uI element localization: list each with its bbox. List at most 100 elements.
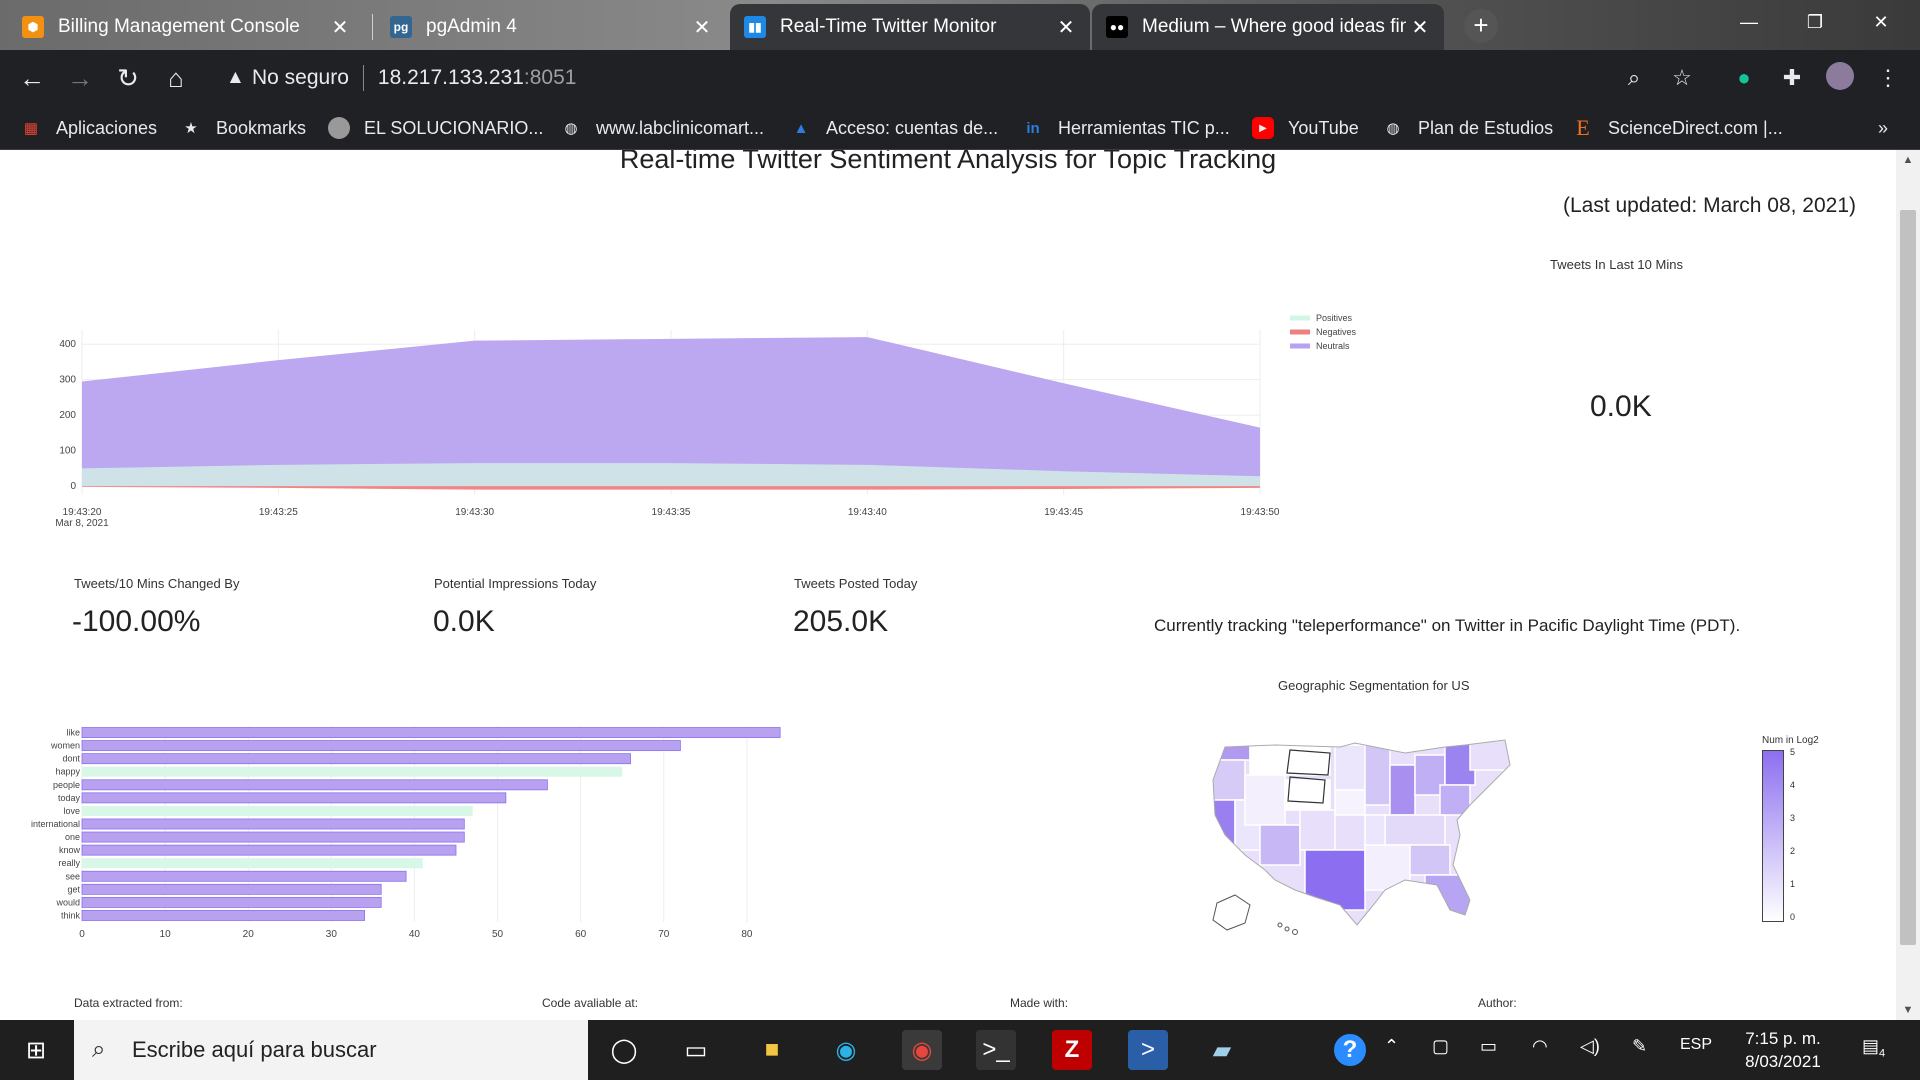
series-area-neutrals [82, 337, 1260, 487]
bookmark-plan-estudios[interactable]: ◍ Plan de Estudios [1382, 114, 1553, 142]
close-icon[interactable]: ✕ [693, 16, 711, 39]
notebook-app-icon[interactable]: ▰ [1212, 1036, 1232, 1064]
category-label: like [66, 728, 80, 738]
x-tick-label: 40 [409, 929, 421, 940]
taskbar-search[interactable]: ⌕ Escribe aquí para buscar [74, 1020, 588, 1080]
x-tick-label: 19:43:45 [1044, 507, 1083, 518]
tab-pgadmin[interactable]: pg pgAdmin 4 ✕ [376, 4, 726, 50]
legend-label: Negatives [1316, 327, 1357, 337]
sentiment-area-chart: 0 100 200 300 400 19:43:20 19:43:25 19:43:30 19:… [55, 313, 1357, 529]
address-bar[interactable]: ▲ No seguro 18.217.133.231:8051 [214, 56, 1644, 100]
category-label: see [65, 871, 80, 881]
zoom-icon[interactable]: ⌕ [1627, 65, 1641, 90]
bookmark-label: ScienceDirect.com |... [1608, 117, 1783, 138]
bar [81, 910, 365, 921]
bar [81, 779, 548, 791]
chrome-icon[interactable]: ◉ [902, 1030, 942, 1070]
last-updated: (Last updated: March 08, 2021) [1562, 194, 1856, 217]
restore-icon[interactable]: ❐ [1806, 12, 1824, 32]
scroll-up-icon[interactable]: ▲ [1902, 154, 1914, 166]
y-tick-label: 0 [70, 481, 76, 492]
colorbar-tick: 0 [1790, 912, 1796, 922]
new-tab-button[interactable]: + [1464, 9, 1498, 43]
tab-medium[interactable]: ●● Medium – Where good ideas find ✕ [1092, 4, 1444, 50]
close-icon[interactable]: ✕ [331, 16, 349, 39]
profile-avatar-icon[interactable] [1824, 62, 1856, 94]
language-indicator[interactable]: ESP [1680, 1036, 1713, 1053]
category-label: love [63, 806, 80, 816]
colorbar-title: Num in Log2 [1762, 735, 1819, 746]
bookmark-acceso[interactable]: ▲ Acceso: cuentas de... [790, 114, 999, 142]
x-date-label: Mar 8, 2021 [55, 518, 109, 529]
posted-value: 205.0K [793, 605, 889, 638]
series-area-negatives [82, 486, 1260, 490]
address-port: :8051 [523, 66, 577, 89]
bookmarks-more-icon[interactable]: » [1878, 117, 1889, 138]
colorbar-tick: 1 [1790, 879, 1796, 889]
windows-start-icon[interactable]: ⊞ [25, 1036, 47, 1064]
bookmark-apps[interactable]: ▦ Aplicaciones [20, 114, 157, 142]
scroll-down-icon[interactable]: ▼ [1902, 1004, 1914, 1016]
grammarly-icon[interactable]: ● [1737, 65, 1751, 90]
extensions-icon[interactable]: ✚ [1782, 65, 1802, 90]
tab-twitter-monitor[interactable]: ▮▮ Real-Time Twitter Monitor ✕ [730, 4, 1090, 50]
task-view-icon[interactable]: ▭ [684, 1036, 708, 1064]
tab-title: Medium – Where good ideas find [1142, 16, 1406, 37]
back-icon[interactable]: ← [19, 63, 45, 93]
tab-strip: ⬢ Billing Management Console ✕ pg pgAdmi… [0, 0, 1920, 50]
help-icon[interactable]: ? [1330, 1030, 1370, 1070]
bookmarks-bar: ▦ Aplicaciones ★ Bookmarks EL SOLUCIONARIO… [0, 106, 1920, 150]
bar [81, 792, 507, 804]
bookmark-sciencedirect[interactable]: E ScienceDirect.com |... [1572, 114, 1783, 142]
close-icon[interactable]: ✕ [1411, 16, 1429, 39]
taskbar-clock[interactable]: 7:15 p. m. 8/03/2021 [1728, 1027, 1838, 1073]
forward-icon[interactable]: → [67, 63, 93, 93]
minimize-icon[interactable]: — [1740, 12, 1758, 32]
bookmark-herramientas[interactable]: in Herramientas TIC p... [1022, 114, 1229, 142]
tray-chevron-icon[interactable]: ⌃ [1384, 1036, 1400, 1056]
volume-icon[interactable]: ◁) [1580, 1036, 1600, 1056]
bookmark-youtube[interactable]: ▶ YouTube [1252, 114, 1359, 142]
bookmark-bookmarks[interactable]: ★ Bookmarks [180, 114, 306, 142]
page-scrollbar[interactable]: ▲ ▼ [1896, 150, 1920, 1020]
bookmark-label: YouTube [1288, 117, 1359, 138]
bookmark-labclinico[interactable]: ◍ www.labclinicomart... [560, 114, 764, 142]
terminal-icon[interactable]: >_ [976, 1030, 1016, 1070]
word-frequency-bar-chart: 0 10 20 30 40 50 60 70 80 like women dont happy peopl… [31, 726, 781, 940]
x-tick-label: 19:43:35 [652, 507, 691, 518]
footer-made-with-label: Made with: [1010, 996, 1069, 1010]
bar [82, 805, 473, 816]
reload-icon[interactable]: ↻ [117, 63, 139, 93]
bookmark-solucionario[interactable]: EL SOLUCIONARIO... [328, 114, 543, 142]
file-explorer-icon[interactable]: ■ [764, 1036, 780, 1063]
star-icon: ★ [184, 120, 198, 137]
tweets-last-10-label: Tweets In Last 10 Mins [1550, 257, 1683, 272]
youtube-icon: ▶ [1252, 117, 1274, 139]
bar [81, 870, 407, 882]
menu-icon[interactable]: ⋮ [1877, 65, 1899, 90]
pen-icon[interactable]: ✎ [1632, 1036, 1648, 1056]
edge-icon[interactable]: ◉ [835, 1036, 857, 1064]
notification-count: 4 [1879, 1047, 1886, 1060]
notifications-icon[interactable]: ▤4 [1862, 1036, 1886, 1060]
x-tick-label: 10 [160, 929, 172, 940]
bar [81, 740, 681, 752]
x-tick-label: 60 [575, 929, 587, 940]
close-window-icon[interactable]: ✕ [1873, 12, 1889, 32]
x-tick-label: 30 [326, 929, 338, 940]
scrollbar-thumb[interactable] [1900, 210, 1916, 945]
battery-icon[interactable]: ▭ [1480, 1036, 1498, 1056]
wifi-icon[interactable]: ◠ [1532, 1036, 1548, 1056]
cortana-icon[interactable]: ◯ [610, 1036, 638, 1064]
avatar-icon [328, 117, 350, 139]
close-icon[interactable]: ✕ [1057, 16, 1075, 39]
home-icon[interactable]: ⌂ [168, 63, 184, 93]
clock-time: 7:15 p. m. [1745, 1029, 1821, 1048]
filezilla-icon[interactable]: Z [1052, 1030, 1092, 1070]
tab-billing-console[interactable]: ⬢ Billing Management Console ✕ [8, 4, 364, 50]
page-title: Real-time Twitter Sentiment Analysis for… [619, 150, 1277, 174]
bookmark-star-icon[interactable]: ☆ [1672, 65, 1692, 90]
meet-icon[interactable]: ▢ [1432, 1036, 1450, 1056]
bar [81, 753, 631, 765]
powershell-icon[interactable]: > [1128, 1030, 1168, 1070]
